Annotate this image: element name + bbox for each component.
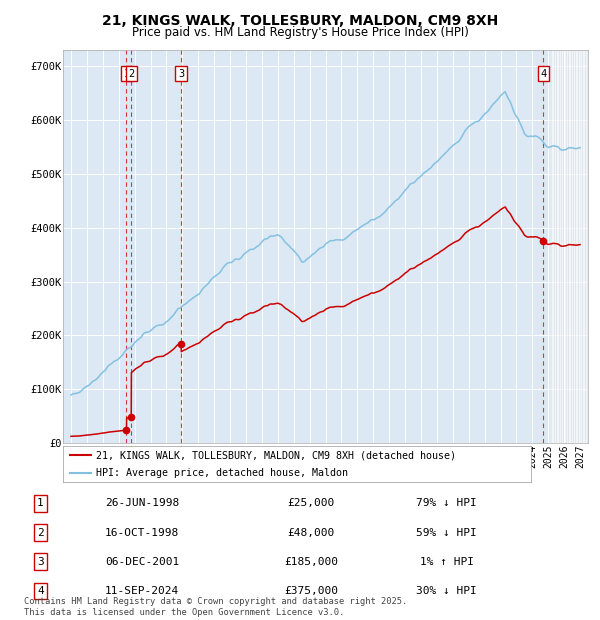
Text: 4: 4 xyxy=(37,586,44,596)
Text: 16-OCT-1998: 16-OCT-1998 xyxy=(105,528,179,538)
Text: 3: 3 xyxy=(178,69,184,79)
Text: Contains HM Land Registry data © Crown copyright and database right 2025.
This d: Contains HM Land Registry data © Crown c… xyxy=(24,598,407,617)
Text: 11-SEP-2024: 11-SEP-2024 xyxy=(105,586,179,596)
Text: £48,000: £48,000 xyxy=(287,528,335,538)
Text: 1: 1 xyxy=(37,498,44,508)
Text: 26-JUN-1998: 26-JUN-1998 xyxy=(105,498,179,508)
Text: 2: 2 xyxy=(37,528,44,538)
Text: £375,000: £375,000 xyxy=(284,586,338,596)
Bar xyxy=(551,50,588,443)
Text: HPI: Average price, detached house, Maldon: HPI: Average price, detached house, Mald… xyxy=(96,468,348,479)
Text: 21, KINGS WALK, TOLLESBURY, MALDON, CM9 8XH: 21, KINGS WALK, TOLLESBURY, MALDON, CM9 … xyxy=(102,14,498,28)
Text: Price paid vs. HM Land Registry's House Price Index (HPI): Price paid vs. HM Land Registry's House … xyxy=(131,26,469,39)
Text: 3: 3 xyxy=(37,557,44,567)
Text: 4: 4 xyxy=(541,69,547,79)
Text: 59% ↓ HPI: 59% ↓ HPI xyxy=(416,528,477,538)
Text: 21, KINGS WALK, TOLLESBURY, MALDON, CM9 8XH (detached house): 21, KINGS WALK, TOLLESBURY, MALDON, CM9 … xyxy=(96,450,456,461)
Text: 1% ↑ HPI: 1% ↑ HPI xyxy=(419,557,473,567)
Text: £185,000: £185,000 xyxy=(284,557,338,567)
Text: 79% ↓ HPI: 79% ↓ HPI xyxy=(416,498,477,508)
Text: 30% ↓ HPI: 30% ↓ HPI xyxy=(416,586,477,596)
Text: 06-DEC-2001: 06-DEC-2001 xyxy=(105,557,179,567)
Text: £25,000: £25,000 xyxy=(287,498,335,508)
Text: 2: 2 xyxy=(128,69,134,79)
Text: 1: 1 xyxy=(124,69,130,79)
